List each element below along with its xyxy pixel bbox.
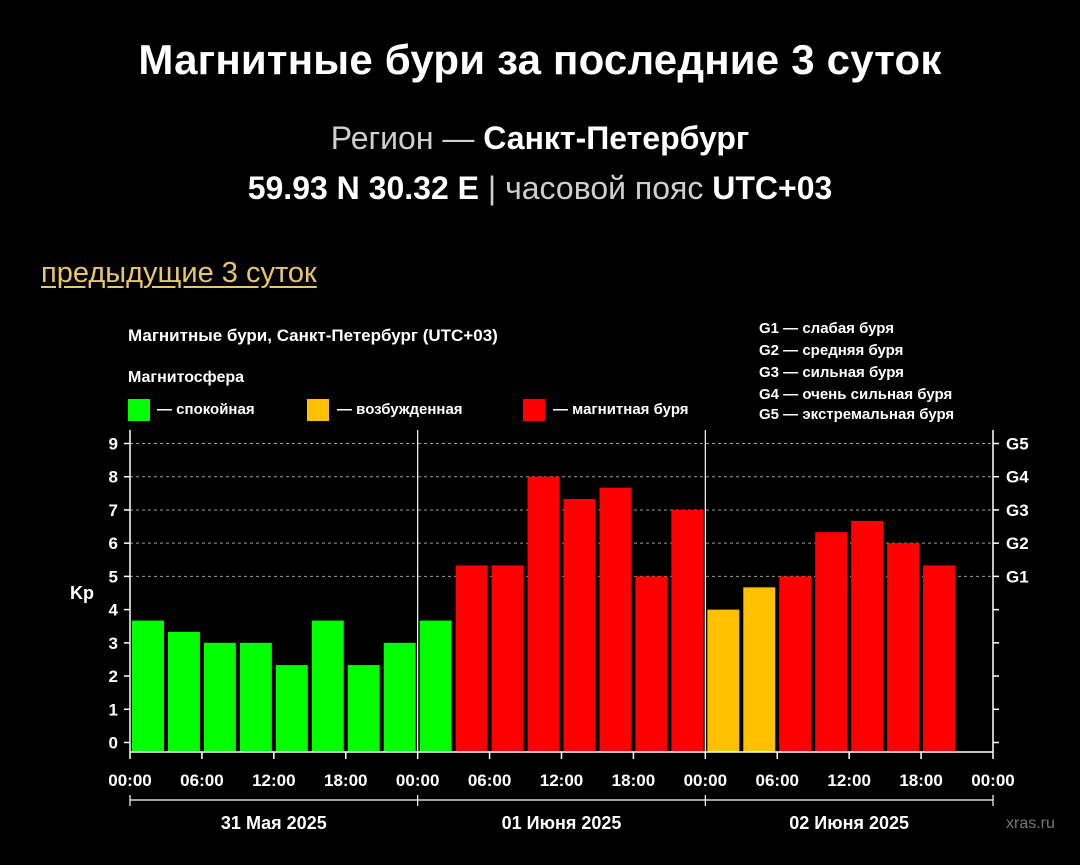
chart-title: Магнитные бури, Санкт-Петербург (UTC+03)	[128, 326, 498, 345]
y-axis-label: Kp	[70, 583, 94, 603]
legend-swatch-quiet	[128, 399, 150, 421]
y-tick-label: 5	[109, 567, 118, 586]
x-tick-label: 00:00	[396, 771, 439, 790]
coordinates: 59.93 N 30.32 E	[247, 170, 479, 206]
region-name: Санкт-Петербург	[483, 120, 750, 156]
kp-bar	[743, 587, 776, 753]
g-level-label: G5	[1006, 435, 1029, 454]
region-label: Регион	[330, 120, 434, 156]
kp-bar	[599, 487, 632, 753]
g-scale-legend-g1: G1 — слабая буря	[759, 320, 894, 337]
kp-bar	[887, 543, 920, 753]
kp-bar	[815, 532, 848, 753]
kp-bar	[383, 642, 416, 753]
kp-bar	[419, 620, 452, 753]
x-tick-label: 12:00	[827, 771, 870, 790]
legend-swatch-storm	[523, 399, 545, 421]
legend-label-active: — возбужденная	[337, 401, 463, 418]
kp-bar	[455, 565, 488, 753]
x-tick-label: 06:00	[180, 771, 223, 790]
legend-swatch-active	[307, 399, 329, 421]
g-scale-legend-g4: G4 — очень сильная буря	[759, 386, 952, 403]
kp-bar	[707, 609, 740, 753]
kp-bar	[203, 642, 236, 753]
page-title: Магнитные бури за последние 3 суток	[138, 36, 942, 83]
x-tick-label: 06:00	[468, 771, 511, 790]
y-tick-label: 1	[109, 700, 118, 719]
y-tick-label: 3	[109, 634, 118, 653]
region-line: Регион — Санкт-Петербург	[0, 120, 1080, 157]
x-tick-label: 06:00	[756, 771, 799, 790]
legend-title: Магнитосфера	[128, 369, 244, 386]
day-label: 02 Июня 2025	[789, 813, 909, 833]
y-tick-label: 9	[109, 435, 118, 454]
coords-line: 59.93 N 30.32 E | часовой пояс UTC+03	[0, 170, 1080, 207]
y-tick-label: 4	[109, 601, 119, 620]
x-tick-label: 18:00	[324, 771, 367, 790]
kp-bar	[311, 620, 344, 753]
g-scale-legend-g3: G3 — сильная буря	[759, 364, 904, 381]
y-tick-label: 0	[109, 734, 118, 753]
x-tick-label: 00:00	[971, 771, 1014, 790]
kp-bar	[239, 642, 272, 753]
kp-bar	[923, 565, 956, 753]
g-scale-legend-g2: G2 — средняя буря	[759, 342, 903, 359]
g-scale-legend-g5: G5 — экстремальная буря	[759, 406, 954, 423]
kp-bar	[671, 509, 704, 753]
kp-bar	[167, 631, 200, 753]
day-label: 31 Мая 2025	[221, 813, 327, 833]
previous-3-days-link[interactable]: предыдущие 3 суток	[41, 257, 317, 289]
g-level-label: G1	[1006, 567, 1029, 586]
x-tick-label: 00:00	[684, 771, 727, 790]
x-tick-label: 12:00	[252, 771, 295, 790]
x-tick-label: 18:00	[612, 771, 655, 790]
kp-bar	[527, 476, 560, 753]
day-label: 01 Июня 2025	[502, 813, 622, 833]
kp-bar	[347, 665, 380, 753]
y-tick-label: 7	[109, 501, 118, 520]
y-tick-label: 2	[109, 667, 118, 686]
y-tick-label: 6	[109, 534, 118, 553]
coords-separator: |	[487, 170, 497, 206]
x-tick-label: 00:00	[108, 771, 151, 790]
kp-bar	[563, 498, 596, 753]
legend-label-quiet: — спокойная	[157, 401, 255, 418]
g-level-label: G3	[1006, 501, 1029, 520]
x-tick-label: 12:00	[540, 771, 583, 790]
watermark: xras.ru	[1006, 815, 1055, 832]
x-tick-label: 18:00	[899, 771, 942, 790]
g-level-label: G4	[1006, 468, 1029, 487]
g-level-label: G2	[1006, 534, 1029, 553]
timezone-value: UTC+03	[712, 170, 833, 206]
region-separator: —	[442, 120, 475, 156]
kp-bar	[779, 576, 812, 753]
kp-bar	[635, 576, 668, 753]
legend-label-storm: — магнитная буря	[553, 401, 689, 418]
kp-bar	[275, 665, 308, 753]
kp-bar	[851, 520, 884, 753]
kp-bar	[491, 565, 524, 753]
kp-bar	[132, 620, 164, 753]
timezone-label: часовой пояс	[505, 170, 704, 206]
y-tick-label: 8	[109, 468, 118, 487]
